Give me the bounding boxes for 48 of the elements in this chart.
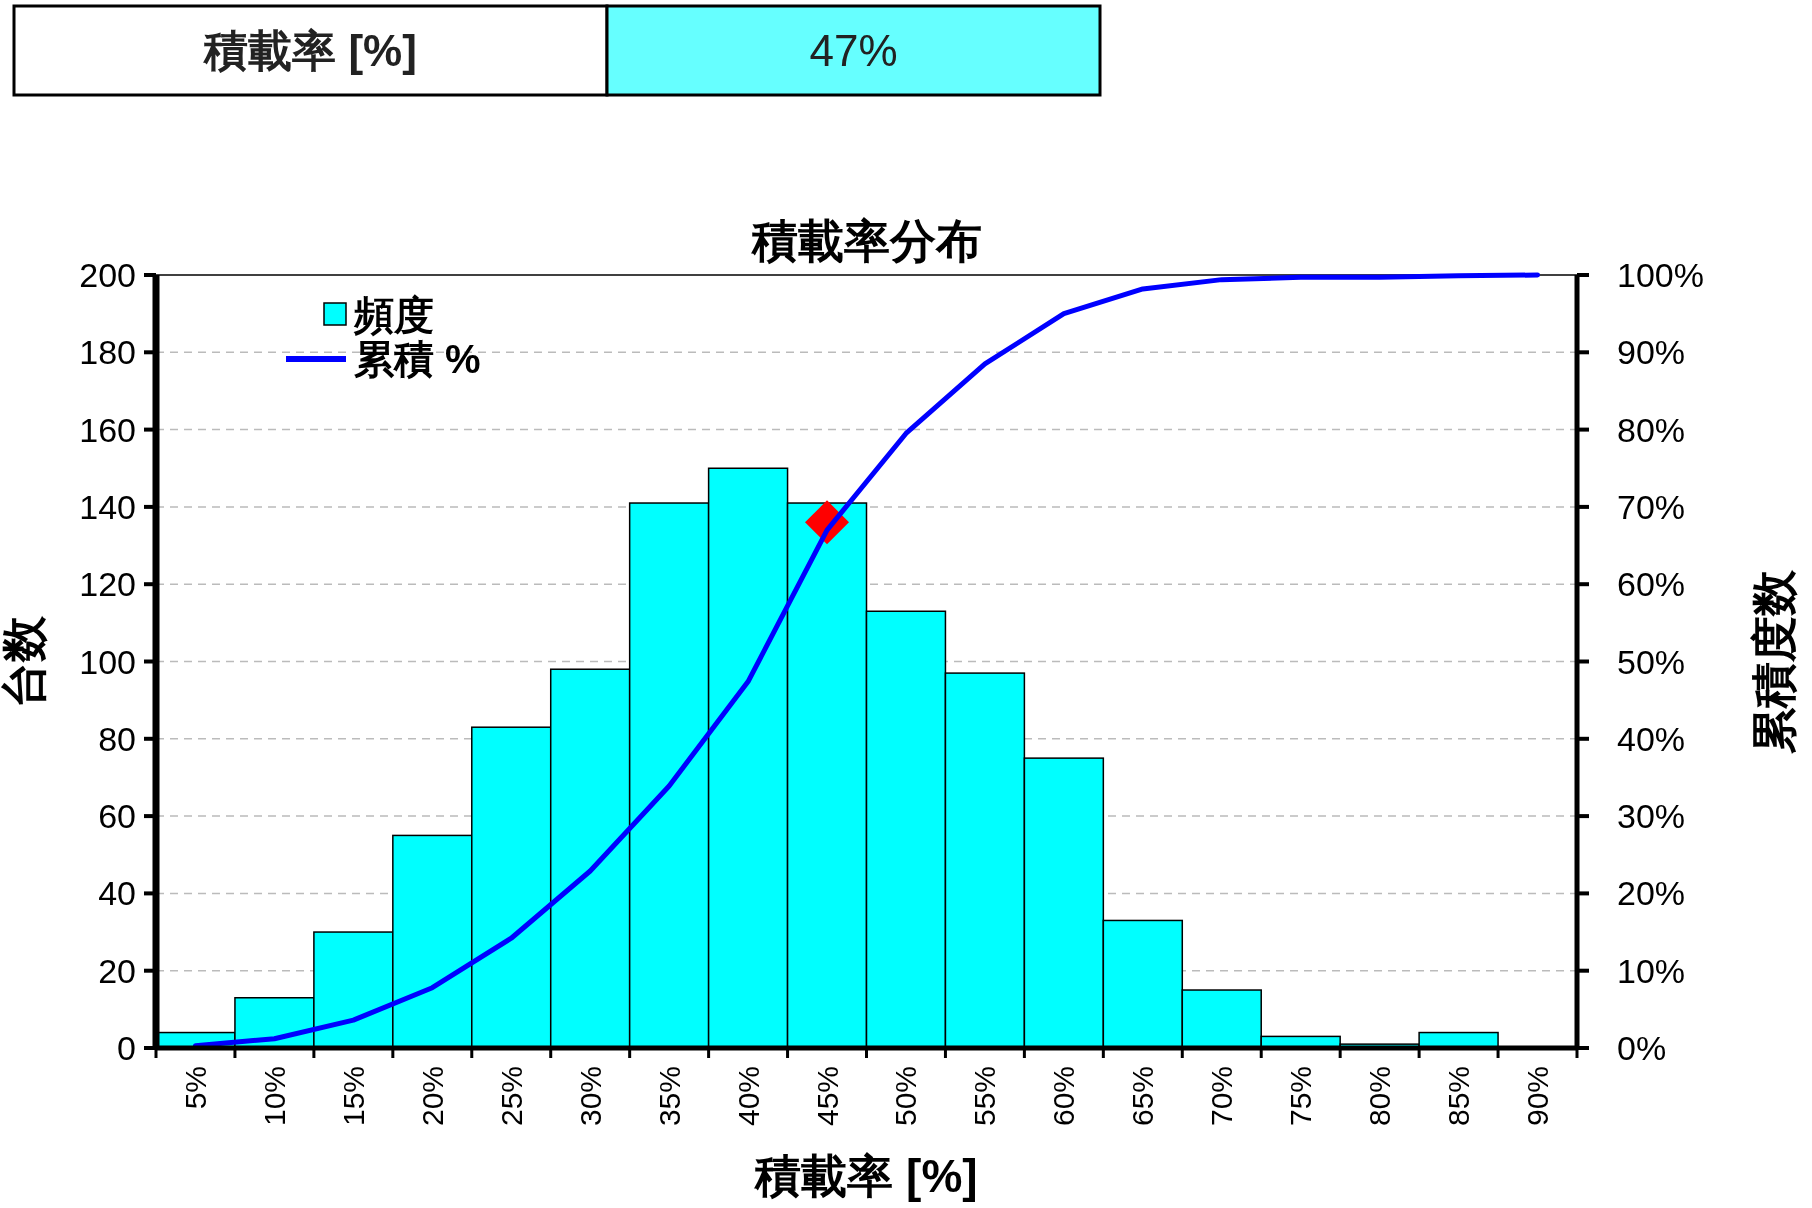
x-tick-label: 15% <box>336 1066 370 1127</box>
x-tick-label: 65% <box>1126 1066 1160 1127</box>
x-tick-label: 85% <box>1442 1066 1476 1127</box>
x-tick-label: 40% <box>731 1066 765 1127</box>
y2-tick-label: 10% <box>1617 951 1686 990</box>
y-tick-label: 60 <box>98 797 136 836</box>
x-tick-label: 35% <box>652 1066 686 1127</box>
y-tick-label: 160 <box>79 410 136 449</box>
y-tick-label: 120 <box>79 565 136 604</box>
y2-tick-label: 30% <box>1617 797 1686 836</box>
legend-label: 累積 % <box>354 337 481 381</box>
legend-label: 頻度 <box>353 293 434 337</box>
y2-tick-label: 90% <box>1617 333 1686 372</box>
x-tick-label: 70% <box>1205 1066 1239 1127</box>
y2-tick-label: 60% <box>1617 565 1686 604</box>
y2-tick-label: 40% <box>1617 719 1686 758</box>
y2-tick-label: 70% <box>1617 487 1686 526</box>
y2-axis-title: 累積度数 <box>1748 568 1800 754</box>
y2-tick-label: 100% <box>1617 256 1704 294</box>
y2-tick-label: 80% <box>1617 410 1686 449</box>
y2-tick-label: 0% <box>1617 1029 1667 1067</box>
x-tick-label: 45% <box>810 1066 844 1127</box>
x-tick-label: 25% <box>494 1066 528 1127</box>
y-tick-label: 200 <box>79 256 136 294</box>
x-tick-label: 55% <box>968 1066 1002 1127</box>
chart-title: 積載率分布 <box>750 215 982 267</box>
y-tick-label: 0 <box>117 1029 136 1067</box>
y2-tick-label: 50% <box>1617 642 1686 681</box>
y-tick-label: 80 <box>98 719 136 758</box>
text: 47% <box>809 26 898 75</box>
y-axis-title: 台数 <box>0 614 50 708</box>
x-tick-label: 20% <box>415 1066 449 1127</box>
y-tick-label: 40 <box>98 874 136 913</box>
y-tick-label: 20 <box>98 951 136 990</box>
x-tick-label: 50% <box>889 1066 923 1127</box>
text: 積載率 [%] <box>203 26 417 75</box>
x-tick-label: 30% <box>573 1066 607 1127</box>
x-tick-label: 60% <box>1047 1066 1081 1127</box>
x-tick-label: 90% <box>1521 1066 1555 1127</box>
y-tick-label: 180 <box>79 333 136 372</box>
x-tick-label: 5% <box>178 1066 212 1110</box>
y-tick-label: 100 <box>79 642 136 681</box>
x-tick-label: 10% <box>257 1066 291 1127</box>
x-tick-label: 75% <box>1284 1066 1318 1127</box>
y2-tick-label: 20% <box>1617 874 1686 913</box>
x-tick-label: 80% <box>1363 1066 1397 1127</box>
x-axis-title: 積載率 [%] <box>754 1150 978 1202</box>
y-tick-label: 140 <box>79 487 136 526</box>
